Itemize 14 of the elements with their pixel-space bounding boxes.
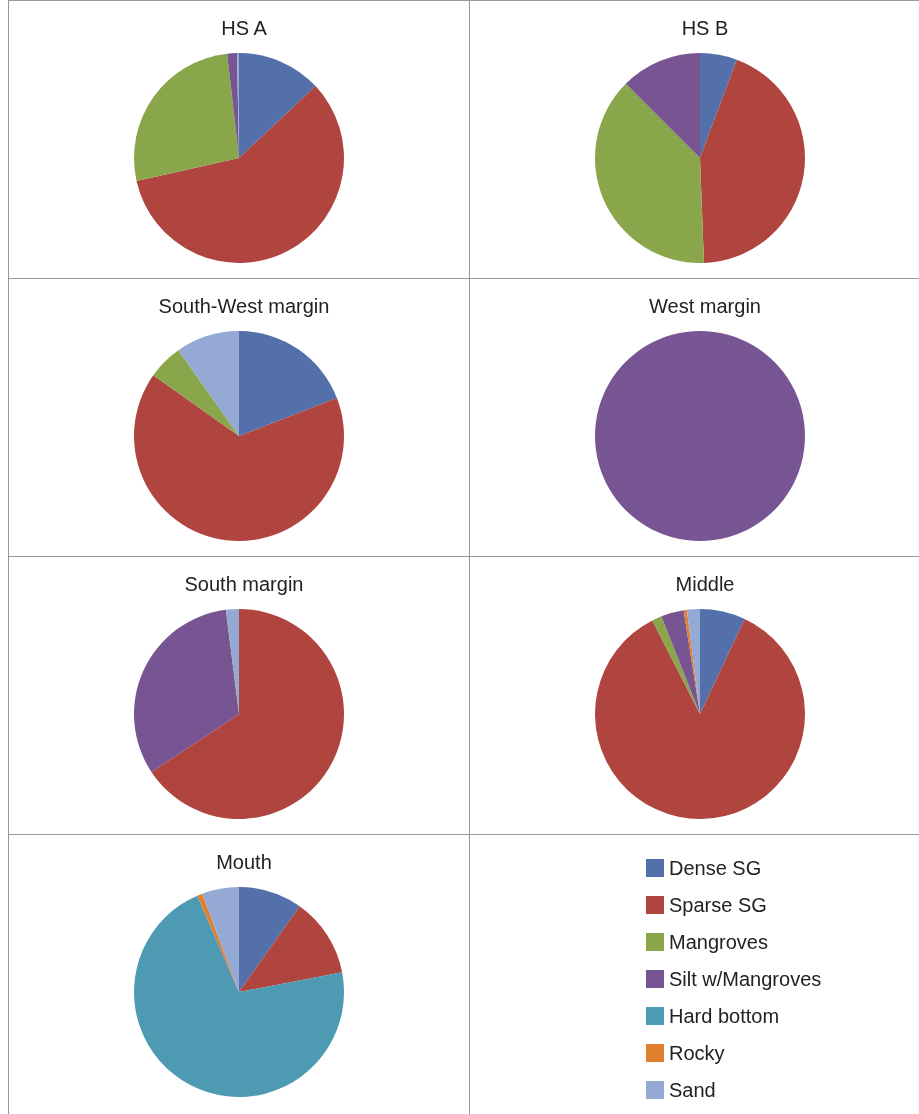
legend-label: Dense SG <box>669 857 762 879</box>
legend-label: Sand <box>669 1079 716 1101</box>
chart-title: South-West margin <box>158 295 330 317</box>
legend-label: Sparse SG <box>669 894 767 916</box>
chart-title: West margin <box>649 295 761 317</box>
chart-title: HS B <box>681 17 729 39</box>
chart-title: Mouth <box>216 851 272 873</box>
legend-label: Silt w/Mangroves <box>669 968 822 990</box>
legend-label: Hard bottom <box>669 1005 780 1027</box>
legend-label: Rocky <box>669 1042 725 1064</box>
legend-label: Mangroves <box>669 931 768 953</box>
chart-title: South margin <box>184 573 304 595</box>
chart-title: HS A <box>221 17 268 39</box>
chart-title: Middle <box>675 573 735 595</box>
